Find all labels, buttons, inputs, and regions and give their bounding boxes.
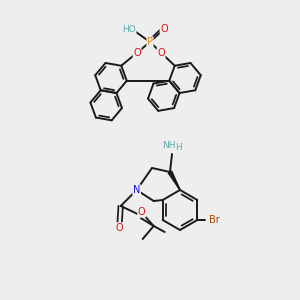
Text: O: O: [133, 48, 141, 58]
Text: O: O: [138, 207, 146, 217]
Text: O: O: [116, 223, 124, 233]
Text: P: P: [147, 37, 153, 47]
Text: H: H: [176, 142, 182, 152]
Text: N: N: [133, 185, 140, 195]
Text: NH: NH: [162, 142, 176, 151]
Text: HO: HO: [122, 25, 136, 34]
Text: O: O: [157, 48, 165, 58]
Polygon shape: [168, 171, 180, 190]
Text: O: O: [160, 24, 168, 34]
Text: Br: Br: [209, 215, 220, 225]
